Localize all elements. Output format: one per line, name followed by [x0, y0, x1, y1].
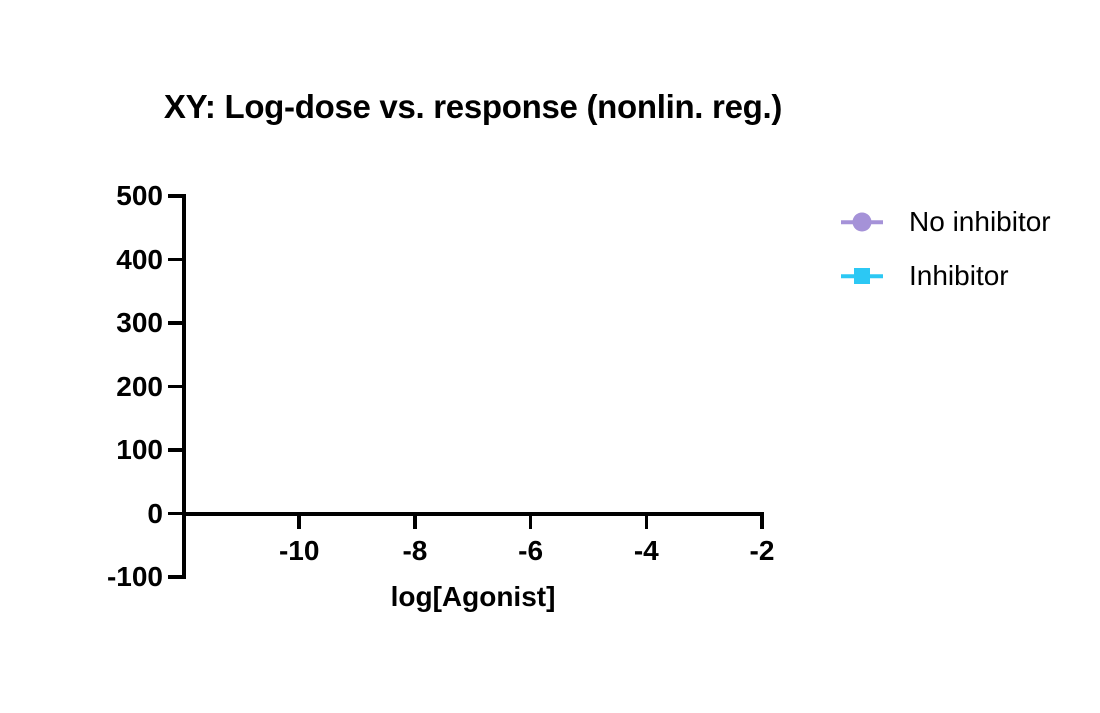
no-inhibitor-marker [841, 211, 883, 233]
x-axis-title: log[Agonist] [390, 581, 556, 612]
y-tick-label: 300 [116, 307, 163, 338]
y-tick [167, 384, 182, 389]
y-tick [167, 321, 182, 325]
square-marker-icon [854, 268, 870, 284]
y-tick-label: 0 [147, 497, 163, 529]
x-tick-label: -8 [402, 535, 428, 566]
y-tick-label: 500 [116, 180, 163, 211]
legend: No inhibitor Inhibitor [841, 195, 1051, 303]
y-tick [167, 257, 182, 262]
y-tick [167, 194, 182, 198]
x-tick [413, 511, 417, 529]
x-axis-line [181, 511, 764, 516]
x-tick [760, 511, 764, 529]
x-tick [644, 511, 649, 529]
legend-item-no-inhibitor: No inhibitor [841, 195, 1051, 249]
legend-label-no-inhibitor: No inhibitor [909, 206, 1051, 237]
circle-marker-icon [852, 212, 872, 232]
x-tick-label: -6 [518, 535, 544, 566]
y-axis-line [181, 194, 186, 579]
x-tick-label: -4 [633, 535, 659, 566]
inhibitor-marker [841, 265, 883, 287]
y-tick-label: 100 [116, 434, 163, 465]
legend-label-inhibitor: Inhibitor [909, 260, 1009, 291]
x-tick-label: -2 [749, 535, 775, 566]
chart-title: XY: Log-dose vs. response (nonlin. reg.) [163, 88, 783, 125]
y-tick-label: 200 [116, 370, 163, 402]
y-tick [167, 575, 182, 579]
x-tick [528, 511, 533, 529]
y-tick [167, 448, 182, 452]
x-tick-label: -10 [278, 535, 320, 566]
legend-item-inhibitor: Inhibitor [841, 249, 1051, 303]
y-tick-label: 400 [116, 243, 163, 275]
y-tick [167, 511, 182, 516]
y-tick-label: -100 [106, 561, 163, 592]
x-tick [297, 511, 301, 529]
